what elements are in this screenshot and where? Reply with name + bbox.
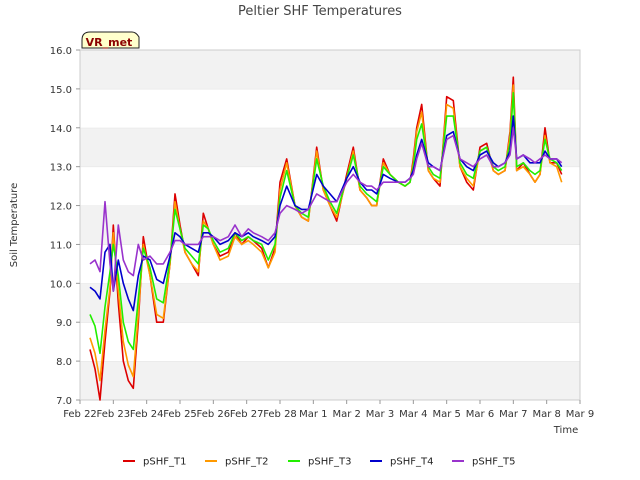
legend-label: pSHF_T3 — [308, 457, 351, 468]
y-axis-ticks: 7.0 8.0 9.0 10.0 11.0 12.0 13.0 14.0 15.0 16.0 — [50, 46, 80, 407]
x-tick-label: Feb 23 — [97, 409, 131, 420]
x-tick-label: Feb 25 — [163, 409, 197, 420]
x-axis-ticks: Feb 22 Feb 23 Feb 24 Feb 25 Feb 26 Feb 27 Feb … — [63, 400, 594, 420]
y-axis-label: Soil Temperature — [9, 183, 20, 268]
station-badge-label: VR_met — [86, 36, 133, 49]
y-tick-label: 16.0 — [50, 46, 72, 57]
legend: pSHF_T1 pSHF_T2 pSHF_T3 pSHF_T4 pSHF_T5 — [123, 457, 515, 468]
legend-label: pSHF_T2 — [225, 457, 268, 468]
series-layer — [89, 76, 563, 401]
grid-band — [80, 205, 580, 245]
grid-band — [80, 127, 580, 167]
x-tick-label: Mar 6 — [466, 409, 494, 420]
plot-background-bands — [80, 49, 580, 400]
station-badge-shape — [81, 31, 140, 49]
y-tick-label: 15.0 — [50, 85, 72, 96]
y-tick-label: 12.0 — [50, 202, 72, 213]
y-tick-label: 13.0 — [50, 163, 72, 174]
x-tick-label: Mar 8 — [532, 409, 560, 420]
station-badge: VR_met — [81, 31, 140, 49]
x-tick-label: Feb 28 — [263, 409, 297, 420]
x-tick-label: Mar 3 — [366, 409, 394, 420]
chart-title: Peltier SHF Temperatures — [238, 4, 402, 19]
x-tick-label: Mar 4 — [399, 409, 427, 420]
grid-band — [80, 88, 580, 128]
x-tick-label: Mar 2 — [332, 409, 360, 420]
y-tick-label: 10.0 — [50, 279, 72, 290]
x-tick-label: Feb 27 — [230, 409, 264, 420]
plot-frame — [79, 49, 581, 401]
grid-band — [80, 322, 580, 362]
series-line-pSHF_T5 — [89, 127, 563, 292]
x-tick-label: Mar 7 — [499, 409, 527, 420]
x-tick-label: Mar 1 — [299, 409, 327, 420]
grid-band — [80, 244, 580, 284]
y-tick-label: 9.0 — [56, 318, 72, 329]
x-axis-label: Time — [553, 425, 578, 436]
grid-band — [80, 361, 580, 400]
y-tick-label: 7.0 — [56, 396, 72, 407]
grid-band — [80, 50, 580, 89]
series-line-pSHF_T4 — [89, 115, 563, 312]
legend-label: pSHF_T4 — [390, 457, 433, 468]
x-tick-label: Mar 9 — [566, 409, 594, 420]
legend-label: pSHF_T5 — [472, 457, 515, 468]
x-tick-label: Mar 5 — [432, 409, 460, 420]
series-line-pSHF_T2 — [89, 84, 563, 382]
legend-label: pSHF_T1 — [143, 457, 186, 468]
x-tick-label: Feb 22 — [63, 409, 97, 420]
x-tick-label: Feb 24 — [130, 409, 164, 420]
y-tick-label: 14.0 — [50, 124, 72, 135]
y-tick-label: 11.0 — [50, 240, 72, 251]
x-tick-label: Feb 26 — [197, 409, 231, 420]
y-tick-label: 8.0 — [56, 357, 72, 368]
